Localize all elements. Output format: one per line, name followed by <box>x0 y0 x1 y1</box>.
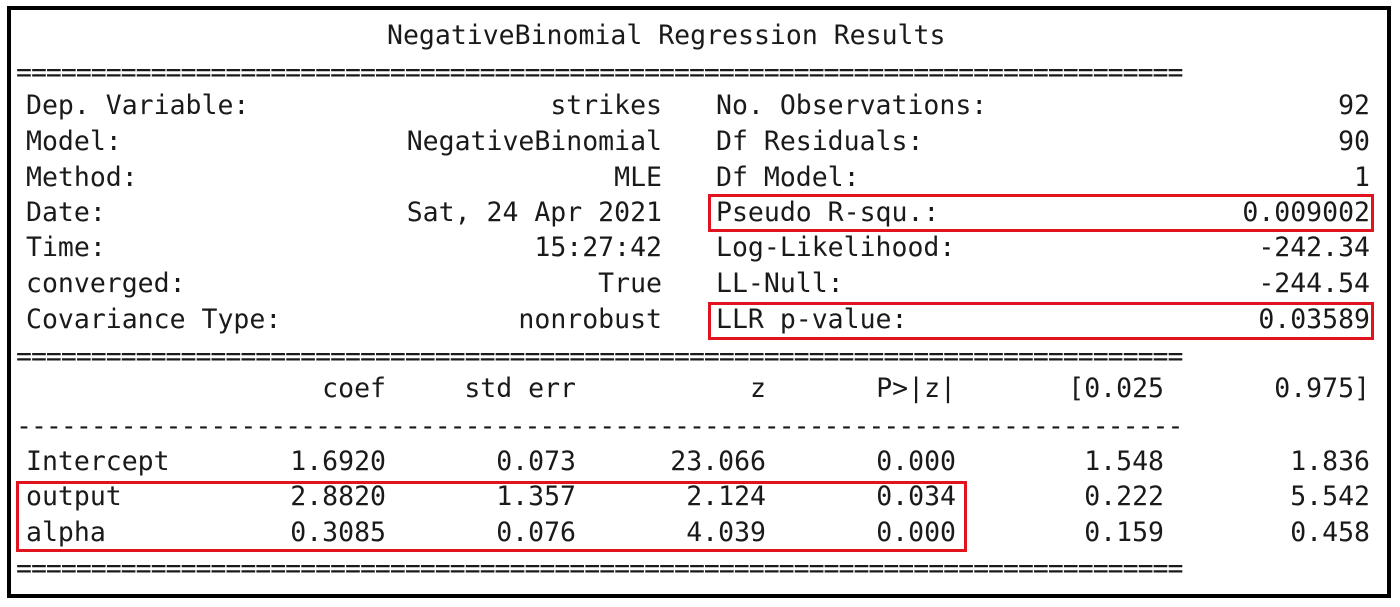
summary-label-pseudo-r-squ: Pseudo R-squ.: <box>716 197 940 228</box>
summary-value-time: 15:27:42 <box>534 232 662 263</box>
coef-header-coef: coef <box>322 373 386 404</box>
summary-label-log-likelihood: Log-Likelihood: <box>716 232 956 263</box>
coef-cell: 1.836 <box>1290 446 1370 477</box>
coef-cell: 4.039 <box>686 517 766 548</box>
summary-value-model: NegativeBinomial <box>406 126 662 157</box>
results-title: NegativeBinomial Regression Results <box>387 20 946 51</box>
summary-value-df-residuals: 90 <box>1338 126 1370 157</box>
summary-label-model: Model: <box>26 126 122 157</box>
summary-value-converged: True <box>598 268 662 299</box>
coef-row-name: alpha <box>26 517 106 548</box>
coef-cell: 1.6920 <box>290 446 386 477</box>
coef-cell: 0.222 <box>1084 481 1164 512</box>
double-separator-bottom: ========================================… <box>16 553 1183 584</box>
coef-header-std-err: std err <box>464 373 576 404</box>
coef-cell: 5.542 <box>1290 481 1370 512</box>
coef-cell: 0.076 <box>496 517 576 548</box>
coef-header-ci-upper: 0.975] <box>1274 373 1370 404</box>
coef-header-ci-lower: [0.025 <box>1068 373 1164 404</box>
coef-cell: 0.458 <box>1290 517 1370 548</box>
summary-value-no-observations: 92 <box>1338 90 1370 121</box>
summary-value-ll-null: -244.54 <box>1258 268 1370 299</box>
coef-header-p-value: P>|z| <box>876 373 956 404</box>
coef-cell: 1.357 <box>496 481 576 512</box>
coef-cell: 0.000 <box>876 446 956 477</box>
summary-value-llr-p-value: 0.03589 <box>1258 304 1370 335</box>
coef-cell: 0.159 <box>1084 517 1164 548</box>
double-separator-top: ========================================… <box>16 57 1183 88</box>
coef-cell: 2.124 <box>686 481 766 512</box>
summary-label-no-observations: No. Observations: <box>716 90 988 121</box>
coef-cell: 0.073 <box>496 446 576 477</box>
summary-value-date: Sat, 24 Apr 2021 <box>406 197 662 228</box>
summary-label-date: Date: <box>26 197 106 228</box>
summary-value-df-model: 1 <box>1354 162 1370 193</box>
coef-row-name: output <box>26 481 122 512</box>
summary-value-dep-variable: strikes <box>550 90 662 121</box>
coef-cell: 0.000 <box>876 517 956 548</box>
coef-cell: 23.066 <box>670 446 766 477</box>
double-separator-middle: ========================================… <box>16 341 1183 372</box>
summary-label-dep-variable: Dep. Variable: <box>26 90 250 121</box>
summary-label-df-residuals: Df Residuals: <box>716 126 924 157</box>
coef-cell: 0.3085 <box>290 517 386 548</box>
summary-label-df-model: Df Model: <box>716 162 860 193</box>
coef-cell: 2.8820 <box>290 481 386 512</box>
summary-label-llr-p-value: LLR p-value: <box>716 304 908 335</box>
summary-label-ll-null: LL-Null: <box>716 268 844 299</box>
summary-label-time: Time: <box>26 232 106 263</box>
coef-cell: 1.548 <box>1084 446 1164 477</box>
summary-value-method: MLE <box>614 162 662 193</box>
summary-value-log-likelihood: -242.34 <box>1258 232 1370 263</box>
coef-header-z: z <box>750 373 766 404</box>
summary-label-method: Method: <box>26 162 138 193</box>
coef-cell: 0.034 <box>876 481 956 512</box>
summary-label-converged: converged: <box>26 268 186 299</box>
summary-value-covariance-type: nonrobust <box>518 304 662 335</box>
coef-row-name: Intercept <box>26 446 170 477</box>
summary-label-covariance-type: Covariance Type: <box>26 304 282 335</box>
single-separator: ----------------------------------------… <box>16 411 1183 442</box>
summary-value-pseudo-r-squ: 0.009002 <box>1242 197 1370 228</box>
